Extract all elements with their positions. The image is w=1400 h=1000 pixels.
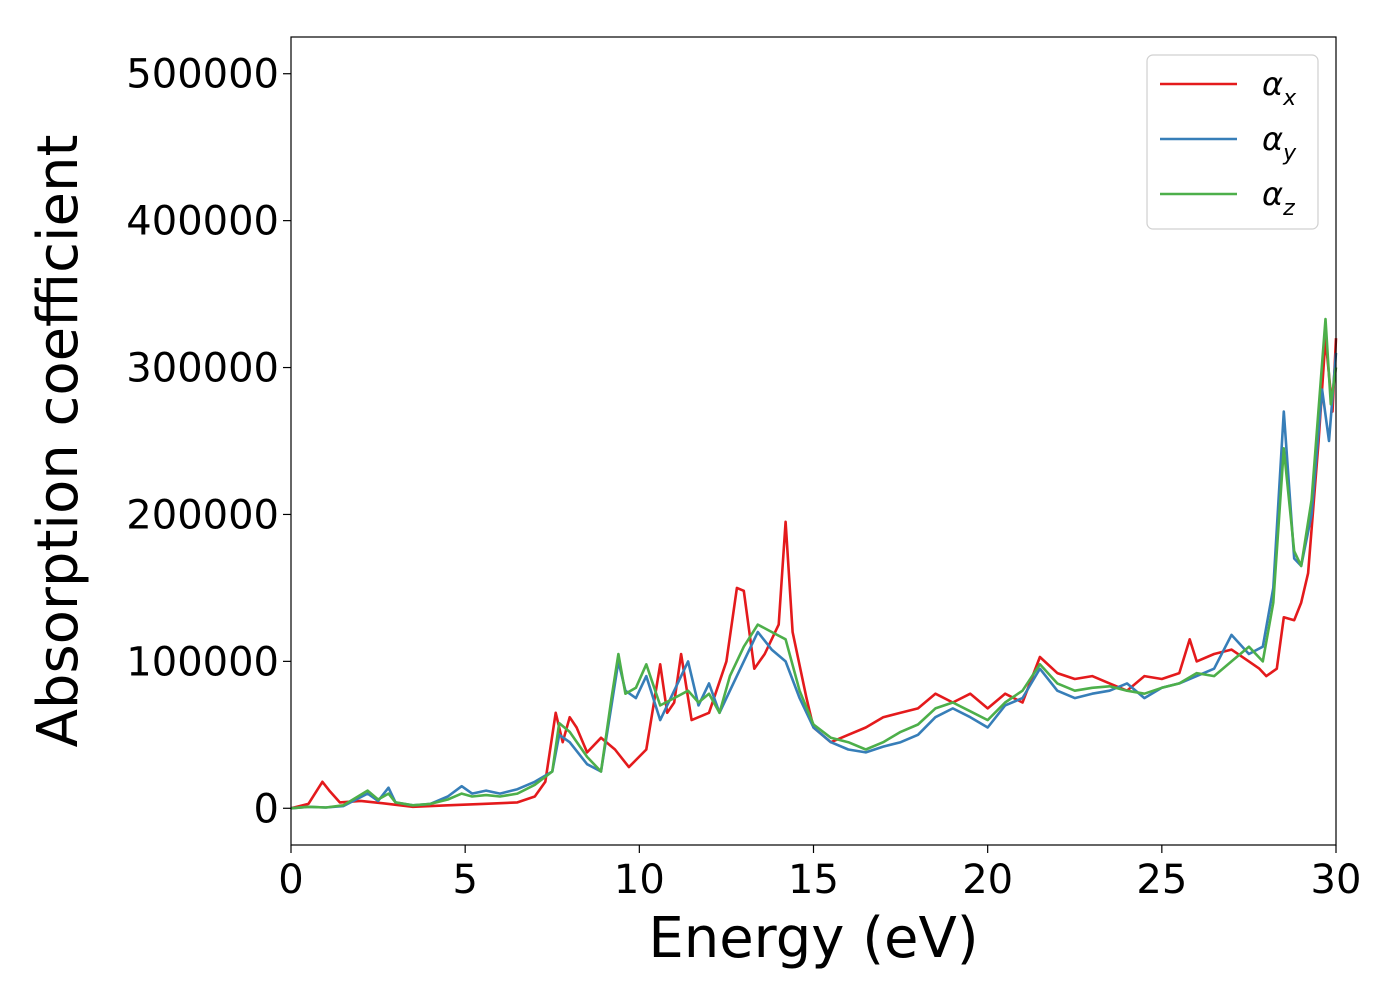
y-tick-label: 300000 — [126, 346, 279, 392]
series-layer — [290, 317, 1338, 810]
x-tick-label: 30 — [1311, 857, 1362, 903]
x-tick-label: 20 — [962, 857, 1013, 903]
x-tick-label: 5 — [452, 857, 477, 903]
x-tick-label: 10 — [614, 857, 665, 903]
legend-box — [1146, 54, 1319, 230]
y-tick-label: 200000 — [126, 492, 279, 538]
y-tick-label: 400000 — [126, 199, 279, 245]
x-tick-label: 15 — [788, 857, 839, 903]
x-axis: 0 5 10 15 20 25 30 — [278, 845, 1361, 903]
x-tick-label: 0 — [278, 857, 303, 903]
y-tick-label: 500000 — [126, 52, 279, 98]
y-tick-label: 0 — [254, 786, 279, 832]
series-line-alpha-z — [290, 317, 1338, 810]
x-axis-label: Energy (eV) — [648, 906, 978, 971]
series-line-alpha-y — [290, 352, 1338, 810]
x-tick-label: 25 — [1136, 857, 1187, 903]
series-line-alpha-x — [290, 336, 1338, 810]
y-axis: 0 100000 200000 300000 400000 500000 — [126, 52, 291, 832]
y-tick-label: 100000 — [126, 639, 279, 685]
y-axis-label: Absorption coefficient — [26, 135, 91, 748]
